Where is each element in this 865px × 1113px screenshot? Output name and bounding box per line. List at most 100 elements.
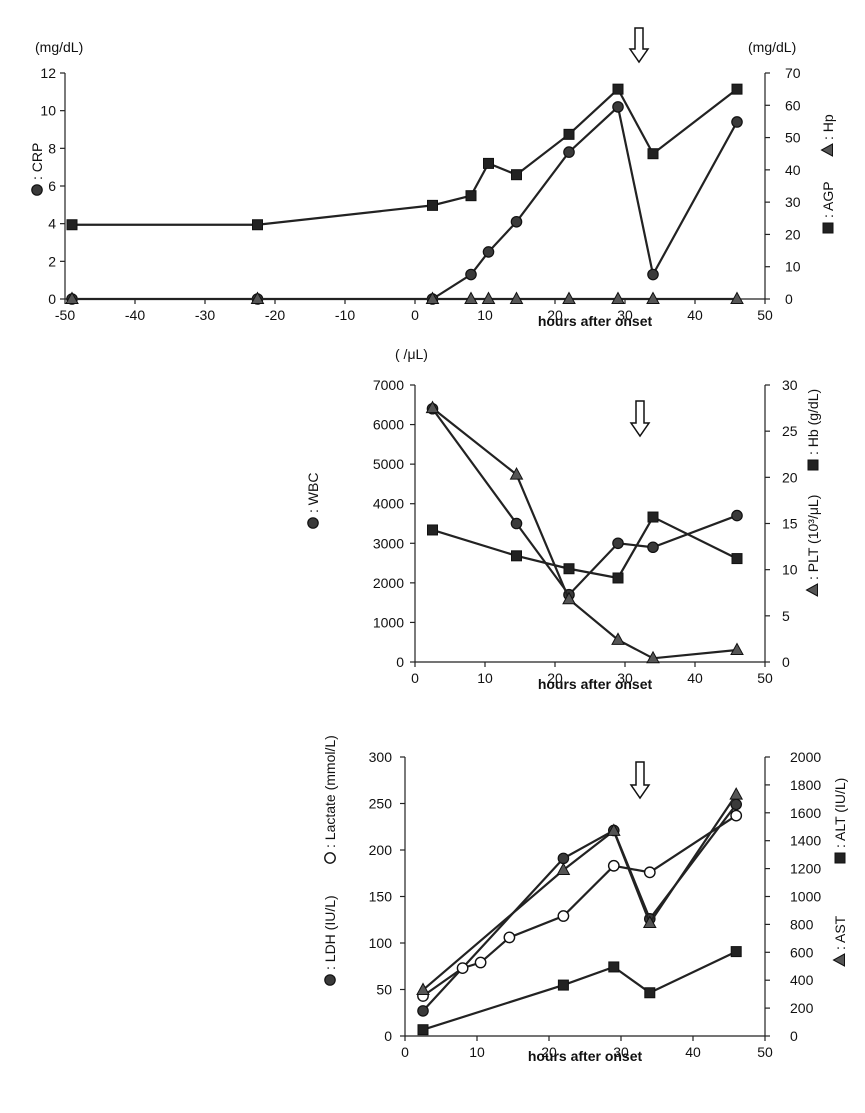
- right-tick-label: 10: [785, 259, 801, 275]
- left-series-label: : Lactate (mmol/L): [322, 735, 338, 864]
- left-tick-label: 10: [40, 103, 56, 119]
- data-point: [730, 642, 744, 655]
- legend-text: : CRP: [29, 143, 45, 180]
- series-alt-iu-l: [417, 946, 742, 1036]
- data-point: [644, 987, 656, 999]
- data-point: [483, 157, 494, 169]
- left-tick-label: 2: [48, 253, 56, 269]
- legend-text: : AGP: [820, 181, 836, 218]
- data-point: [606, 823, 621, 836]
- right-tick-label: 1200: [790, 861, 821, 877]
- data-point: [608, 961, 620, 973]
- down-arrow-icon: [628, 27, 650, 64]
- data-point: [465, 190, 477, 202]
- left-series-label: : LDH (IU/L): [322, 895, 338, 986]
- x-tick-label: -50: [55, 307, 75, 323]
- data-point: [511, 550, 522, 562]
- data-point: [562, 291, 576, 304]
- data-point: [66, 219, 78, 231]
- series-ldh-iu-l: [417, 798, 742, 1017]
- left-tick-label: 6: [48, 178, 56, 194]
- data-point: [729, 787, 744, 800]
- series-wbc: [426, 402, 743, 601]
- right-tick-label: 2000: [790, 749, 821, 765]
- right-tick-label: 70: [785, 65, 801, 81]
- legend-marker: [822, 222, 834, 234]
- x-tick-label: -10: [335, 307, 355, 323]
- right-tick-label: 600: [790, 944, 814, 960]
- legend-text: : ALT (IU/L): [832, 778, 848, 848]
- data-point: [731, 83, 743, 95]
- legend-text: : Hp: [820, 114, 836, 140]
- x-tick-label: 50: [757, 670, 773, 686]
- x-tick-label: 20: [541, 1044, 557, 1060]
- right-tick-label: 60: [785, 97, 801, 113]
- legend-text: : Lactate (mmol/L): [322, 735, 338, 848]
- left-tick-label: 200: [369, 842, 393, 858]
- right-tick-label: 30: [785, 194, 801, 210]
- data-point: [557, 979, 569, 991]
- data-point: [425, 291, 440, 304]
- legend-marker: [324, 852, 336, 864]
- right-series-label: : Hp: [820, 114, 836, 157]
- x-tick-label: -40: [125, 307, 145, 323]
- data-point: [646, 291, 660, 304]
- data-point: [611, 632, 625, 645]
- data-point: [557, 910, 570, 922]
- left-series-label: : WBC: [305, 473, 321, 529]
- data-point: [417, 1024, 429, 1036]
- left-tick-label: 12: [40, 65, 56, 81]
- data-point: [563, 128, 575, 140]
- right-tick-label: 25: [782, 423, 798, 439]
- data-point: [510, 215, 523, 228]
- left-tick-label: 250: [369, 796, 393, 812]
- x-tick-label: 40: [687, 670, 703, 686]
- x-tick-label: 10: [477, 670, 493, 686]
- right-tick-label: 30: [782, 377, 798, 393]
- data-point: [416, 982, 430, 995]
- x-tick-label: 10: [469, 1044, 485, 1060]
- legend-text: : AST: [832, 915, 848, 950]
- left-tick-label: 8: [48, 140, 56, 156]
- legend-text: : PLT (10³/μL): [805, 495, 821, 580]
- legend-marker: [820, 143, 833, 157]
- left-tick-label: 1000: [373, 614, 404, 630]
- series-ast: [416, 787, 744, 995]
- right-tick-label: 0: [785, 291, 793, 307]
- x-tick-label: 40: [685, 1044, 701, 1060]
- right-tick-label: 15: [782, 516, 798, 532]
- series-line: [431, 407, 738, 660]
- data-point: [611, 291, 625, 304]
- left-tick-label: 2000: [373, 575, 404, 591]
- x-axis-label: hours after onset: [528, 1048, 643, 1064]
- data-point: [563, 563, 575, 575]
- data-point: [647, 268, 659, 281]
- legend-text: : LDH (IU/L): [322, 895, 338, 970]
- x-tick-label: -30: [195, 307, 215, 323]
- right-tick-label: 0: [790, 1028, 798, 1044]
- legend-marker: [834, 852, 846, 864]
- right-tick-label: 1000: [790, 889, 821, 905]
- right-tick-label: 40: [785, 162, 801, 178]
- x-tick-label: 0: [401, 1044, 409, 1060]
- right-axis-unit: (mg/dL): [748, 39, 796, 55]
- left-axis-unit: (mg/dL): [35, 39, 83, 55]
- data-point: [427, 199, 438, 211]
- x-tick-label: -20: [265, 307, 285, 323]
- series-agp: [66, 83, 743, 231]
- right-tick-label: 20: [782, 469, 798, 485]
- data-point: [730, 809, 743, 822]
- data-point: [647, 541, 659, 554]
- data-point: [509, 467, 524, 480]
- data-point: [465, 268, 477, 281]
- right-tick-label: 800: [790, 916, 814, 932]
- series-line: [422, 814, 737, 997]
- x-axis-label: hours after onset: [538, 676, 653, 692]
- data-point: [510, 517, 523, 530]
- left-tick-label: 4: [48, 216, 56, 232]
- series-lactate-mmol-l: [417, 809, 743, 1002]
- x-tick-label: 20: [547, 670, 563, 686]
- chart-ldh-lactate-alt-ast: 0501001502002503000200400600800100012001…: [322, 735, 848, 1064]
- left-tick-label: 4000: [373, 496, 404, 512]
- x-tick-label: 30: [617, 307, 633, 323]
